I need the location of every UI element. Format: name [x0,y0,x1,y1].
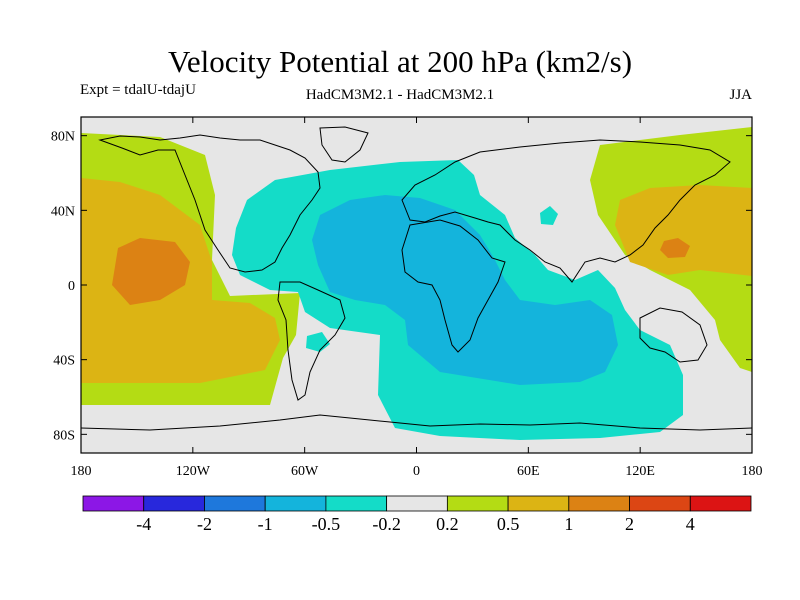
colorbar-label: 1 [564,514,573,534]
contour-negative-central-asia-lobe [540,206,558,225]
contour-positive-east-pacific-core [112,238,190,305]
colorbar-swatch [507,495,570,512]
contour-negative-atlantic-indian-core [312,195,618,385]
lon-tick-label: 0 [413,464,420,479]
colorbar-label: 0.2 [436,514,459,534]
coastline-europe-asia [401,139,731,283]
colorbar-swatch [264,495,327,512]
colorbar-label: 0.5 [497,514,520,534]
coastline-south-america [277,281,346,401]
lon-tick-label: 60W [291,464,319,479]
latitude-axis: 80N 40N 0 40S 80S [51,130,752,443]
lat-tick-label: 40S [53,354,75,369]
colorbar-label: -0.5 [312,514,341,534]
coastline-antarctica [81,414,752,431]
coastline-north-america [98,134,321,273]
colorbar-swatch [446,495,509,512]
colorbar-label: -1 [258,514,273,534]
coastline-greenland [319,126,369,163]
coastline-australia [639,307,708,363]
colorbar-swatch [689,495,752,512]
colorbar-swatch [325,495,388,512]
colorbar-label: -0.2 [372,514,401,534]
lon-tick-label: 180 [71,464,92,479]
lat-tick-label: 0 [68,279,75,294]
lat-tick-label: 80N [51,130,75,145]
colorbar-swatch [386,495,448,512]
longitude-axis: 180 120W 60W 0 60E 120E 180 [71,117,763,479]
colorbar-swatch [568,495,630,512]
lon-tick-label: 120E [625,464,655,479]
lon-tick-label: 60E [517,464,540,479]
contour-positive-west-pacific-mid [615,185,752,276]
coastline-layer [81,126,752,431]
colorbar-swatch [204,495,266,512]
contour-fill-layer [81,117,752,453]
coastline-africa [401,219,506,353]
colorbar: -4 -2 -1 -0.5 -0.2 0.2 0.5 1 2 4 [82,495,752,534]
colorbar-label: -4 [136,514,151,534]
colorbar-swatch [143,495,205,512]
colorbar-swatch [629,495,691,512]
contour-positive-west-pacific-core [660,238,690,258]
lon-tick-label: 180 [742,464,763,479]
lat-tick-label: 40N [51,204,75,219]
colorbar-label: 4 [686,514,695,534]
lon-tick-label: 120W [176,464,211,479]
season-label: JJA [729,87,752,103]
model-label: HadCM3M2.1 - HadCM3M2.1 [305,87,495,103]
colorbar-swatch [82,495,145,512]
page-title: Velocity Potential at 200 hPa (km2/s) [167,44,633,79]
colorbar-label: -2 [197,514,212,534]
lat-tick-label: 80S [53,428,75,443]
contour-negative-south-america-lobe [306,332,330,352]
colorbar-label: 2 [625,514,634,534]
contour-negative-rockies-lobe [236,250,251,276]
experiment-label: Expt = tdalU-tdajU [80,82,196,98]
